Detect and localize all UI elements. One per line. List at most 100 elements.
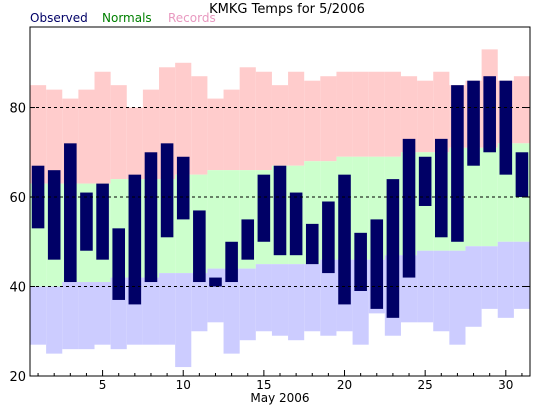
normal-bar	[481, 147, 498, 247]
observed-bar	[322, 201, 335, 274]
observed-bar	[273, 165, 287, 256]
record-low-bar	[223, 268, 240, 354]
observed-bar	[338, 174, 351, 305]
observed-bar	[64, 143, 77, 283]
y-tick-label: 60	[9, 191, 26, 206]
record-low-bar	[288, 264, 305, 341]
record-high-bar	[191, 76, 208, 175]
record-low-bar	[78, 282, 95, 350]
record-high-bar	[46, 89, 63, 184]
grid-layer	[30, 107, 530, 288]
observed-bar	[418, 156, 432, 206]
legend-records: Records	[168, 11, 216, 25]
observed-bar	[451, 85, 464, 242]
record-low-bar	[481, 246, 498, 309]
observed-bar	[225, 241, 238, 283]
y-tick-label: 20	[9, 370, 26, 385]
record-low-bar	[320, 259, 337, 336]
record-low-bar	[497, 241, 514, 318]
record-low-bar	[30, 286, 47, 345]
y-tick-label: 80	[9, 102, 26, 117]
x-axis-label: May 2006	[250, 391, 309, 405]
observed-bar	[209, 277, 222, 287]
observed-bar	[402, 138, 416, 278]
record-high-bar	[513, 76, 530, 144]
record-high-bar	[320, 76, 337, 162]
normal-bar	[465, 147, 482, 247]
observed-bar	[128, 174, 142, 305]
record-low-bar	[465, 246, 482, 327]
record-low-bar	[417, 250, 434, 323]
x-tick-label: 5	[99, 378, 107, 392]
record-low-bar	[513, 241, 530, 309]
x-tick-label: 15	[256, 378, 271, 392]
record-high-bar	[400, 76, 418, 153]
record-low-bar	[433, 250, 450, 332]
observed-bar	[96, 183, 109, 260]
record-high-bar	[223, 89, 240, 171]
record-high-bar	[368, 71, 385, 157]
record-low-bar	[449, 250, 466, 345]
x-tick-label: 20	[337, 378, 352, 392]
observed-bar	[112, 228, 125, 300]
record-high-bar	[417, 80, 434, 153]
observed-bar	[47, 170, 61, 260]
record-low-bar	[304, 264, 321, 332]
record-low-bar	[191, 273, 208, 332]
record-high-bar	[304, 80, 321, 162]
observed-bar	[435, 138, 448, 238]
observed-bar	[467, 80, 480, 166]
bars-layer	[30, 49, 530, 368]
record-high-bar	[271, 85, 289, 166]
observed-bar	[160, 143, 174, 238]
record-high-bar	[255, 71, 272, 171]
observed-bar	[386, 179, 400, 318]
record-low-bar	[255, 264, 272, 332]
record-low-bar	[62, 282, 79, 350]
x-tick-label: 30	[498, 378, 513, 392]
record-low-bar	[94, 282, 111, 345]
chart-title: KMKG Temps for 5/2006	[209, 2, 365, 17]
record-high-bar	[175, 62, 192, 175]
record-high-bar	[110, 85, 127, 180]
record-low-bar	[271, 264, 289, 336]
record-low-bar	[142, 277, 160, 345]
record-high-bar	[30, 85, 47, 184]
record-high-bar	[433, 71, 450, 153]
record-high-bar	[352, 71, 369, 157]
axes-layer: 20 40 60 80 5 10 15 20 25 30	[9, 26, 531, 392]
record-high-bar	[336, 71, 353, 157]
legend-normals: Normals	[102, 11, 152, 25]
record-low-bar	[175, 273, 192, 368]
legend-observed: Observed	[30, 11, 88, 25]
record-high-bar	[94, 71, 111, 184]
observed-bar	[354, 232, 367, 291]
record-high-bar	[126, 107, 143, 180]
observed-bar	[176, 156, 190, 220]
observed-bar	[257, 174, 271, 242]
observed-bar	[193, 210, 206, 283]
record-high-bar	[78, 89, 95, 184]
y-tick-label: 40	[9, 281, 26, 296]
x-tick-label: 10	[176, 378, 191, 392]
observed-bar	[241, 219, 255, 260]
observed-bar	[370, 219, 384, 309]
record-high-bar	[384, 71, 401, 157]
record-low-bar	[159, 273, 176, 345]
observed-bar	[289, 192, 303, 256]
record-high-bar	[239, 67, 256, 171]
observed-bar	[515, 152, 529, 198]
observed-bar	[80, 192, 93, 251]
x-tick-label: 25	[418, 378, 433, 392]
record-high-bar	[288, 71, 305, 166]
normal-bar	[207, 170, 224, 269]
observed-bar	[499, 80, 513, 175]
record-high-bar	[207, 98, 224, 171]
observed-bar	[483, 76, 496, 153]
record-low-bar	[46, 286, 63, 354]
observed-bar	[144, 152, 158, 283]
record-low-bar	[207, 268, 224, 323]
observed-bar	[305, 223, 319, 265]
record-low-bar	[239, 268, 256, 341]
